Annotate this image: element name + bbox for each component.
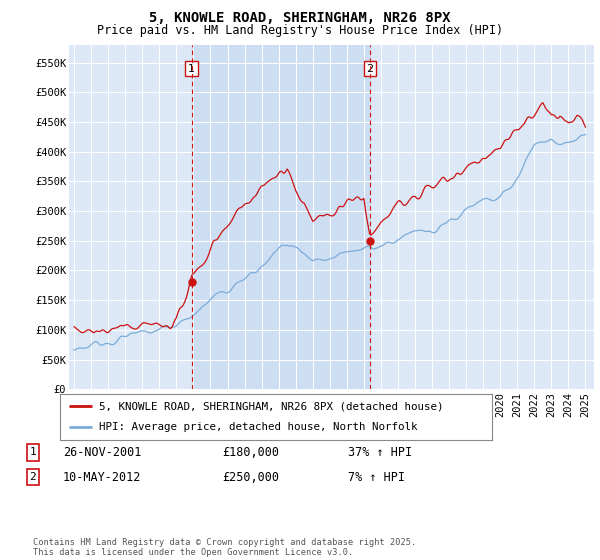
Text: Price paid vs. HM Land Registry's House Price Index (HPI): Price paid vs. HM Land Registry's House …	[97, 24, 503, 36]
Text: 7% ↑ HPI: 7% ↑ HPI	[348, 470, 405, 484]
Bar	[192, 45, 370, 389]
Text: 2: 2	[29, 472, 37, 482]
Text: 1: 1	[188, 63, 195, 73]
Text: 37% ↑ HPI: 37% ↑ HPI	[348, 446, 412, 459]
Text: HPI: Average price, detached house, North Norfolk: HPI: Average price, detached house, Nort…	[99, 422, 418, 432]
Text: 10-MAY-2012: 10-MAY-2012	[63, 470, 142, 484]
Text: 1: 1	[29, 447, 37, 458]
Text: 5, KNOWLE ROAD, SHERINGHAM, NR26 8PX (detached house): 5, KNOWLE ROAD, SHERINGHAM, NR26 8PX (de…	[99, 401, 443, 411]
Text: 2: 2	[367, 63, 374, 73]
Text: £250,000: £250,000	[222, 470, 279, 484]
Text: 5, KNOWLE ROAD, SHERINGHAM, NR26 8PX: 5, KNOWLE ROAD, SHERINGHAM, NR26 8PX	[149, 11, 451, 25]
Text: Contains HM Land Registry data © Crown copyright and database right 2025.
This d: Contains HM Land Registry data © Crown c…	[33, 538, 416, 557]
Text: 26-NOV-2001: 26-NOV-2001	[63, 446, 142, 459]
Text: £180,000: £180,000	[222, 446, 279, 459]
